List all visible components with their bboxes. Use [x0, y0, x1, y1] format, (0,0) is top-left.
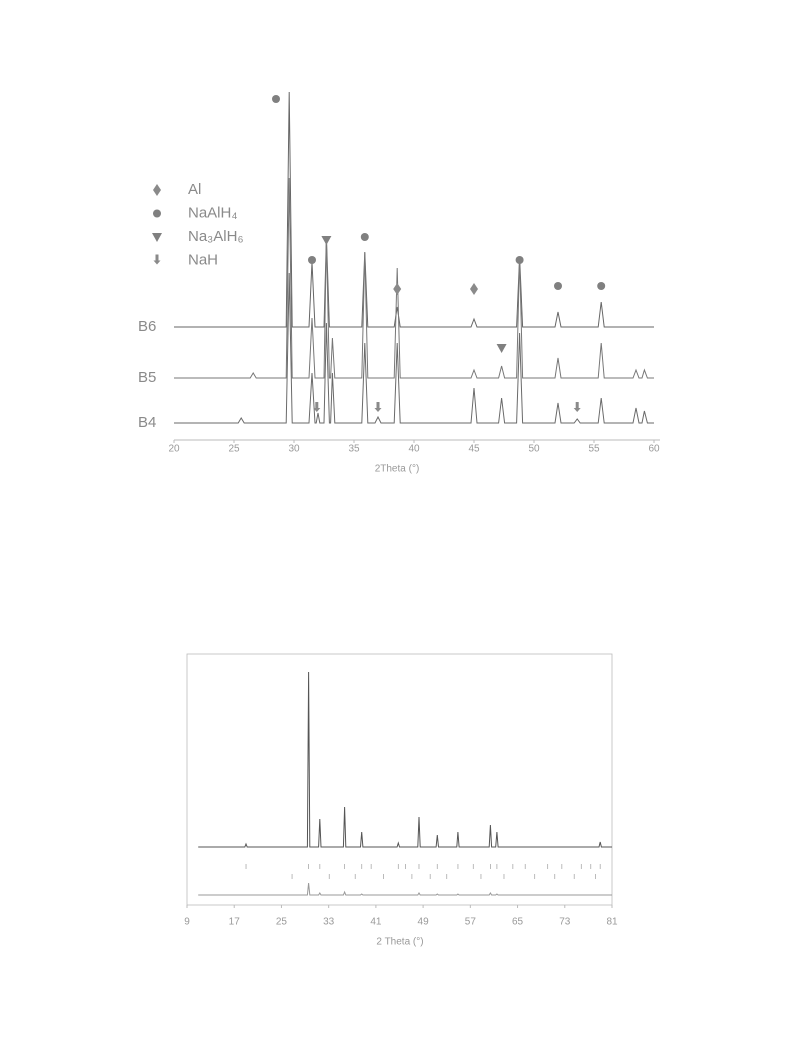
trace — [174, 177, 654, 379]
legend-symbol — [153, 209, 161, 218]
x-tick-label: 81 — [606, 917, 618, 928]
marker — [393, 283, 402, 295]
x-tick-label: 35 — [348, 444, 360, 455]
legend-label: NaAlH₄ — [188, 204, 237, 221]
marker — [313, 402, 321, 412]
legend-symbol — [152, 233, 162, 242]
x-axis-label: 2Theta (°) — [375, 464, 420, 475]
marker — [374, 402, 382, 412]
marker — [470, 283, 478, 295]
x-tick-label: 20 — [168, 444, 180, 455]
x-tick-label: 33 — [323, 917, 335, 928]
marker — [554, 282, 562, 290]
trace — [174, 91, 654, 328]
trace — [174, 272, 654, 424]
x-axis-label: 2 Theta (°) — [376, 937, 423, 948]
marker — [308, 256, 316, 264]
x-tick-label: 55 — [588, 444, 600, 455]
x-tick-label: 50 — [528, 444, 540, 455]
legend-label: Na₃AlH₆ — [188, 228, 244, 245]
marker — [597, 282, 606, 290]
x-tick-label: 25 — [228, 444, 240, 455]
series-label: B5 — [138, 369, 156, 386]
x-tick-label: 25 — [276, 917, 288, 928]
x-tick-label: 73 — [559, 917, 571, 928]
x-tick-label: 45 — [468, 444, 480, 455]
marker — [321, 236, 332, 245]
x-tick-label: 9 — [184, 917, 190, 928]
trace — [198, 882, 612, 896]
legend-label: Al — [188, 181, 201, 198]
marker — [360, 233, 369, 241]
x-tick-label: 30 — [288, 444, 300, 455]
trace — [198, 671, 612, 848]
legend-symbol — [153, 184, 161, 196]
series-label: B6 — [138, 318, 156, 335]
x-tick-label: 17 — [229, 917, 241, 928]
marker — [496, 344, 507, 353]
x-tick-label: 40 — [408, 444, 420, 455]
x-tick-label: 57 — [465, 917, 477, 928]
legend-label: NaH — [188, 251, 218, 268]
x-tick-label: 49 — [418, 917, 430, 928]
marker — [515, 256, 524, 264]
marker — [573, 402, 581, 412]
plot-frame — [186, 653, 613, 906]
x-tick-label: 41 — [370, 917, 382, 928]
marker — [272, 95, 280, 103]
x-tick-label: 65 — [512, 917, 524, 928]
x-tick-label: 60 — [648, 444, 660, 455]
series-label: B4 — [138, 414, 156, 431]
legend-symbol — [153, 254, 161, 265]
